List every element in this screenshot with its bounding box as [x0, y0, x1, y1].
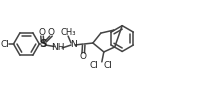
Text: Cl: Cl: [103, 61, 112, 70]
Text: S: S: [39, 39, 47, 49]
Text: NH: NH: [51, 43, 65, 53]
Text: Cl: Cl: [0, 39, 9, 49]
Text: CH₃: CH₃: [60, 28, 76, 37]
Text: O: O: [39, 28, 46, 37]
Text: N: N: [70, 39, 76, 49]
Text: O: O: [48, 28, 55, 37]
Text: O: O: [80, 52, 87, 61]
Text: Cl: Cl: [89, 61, 98, 70]
